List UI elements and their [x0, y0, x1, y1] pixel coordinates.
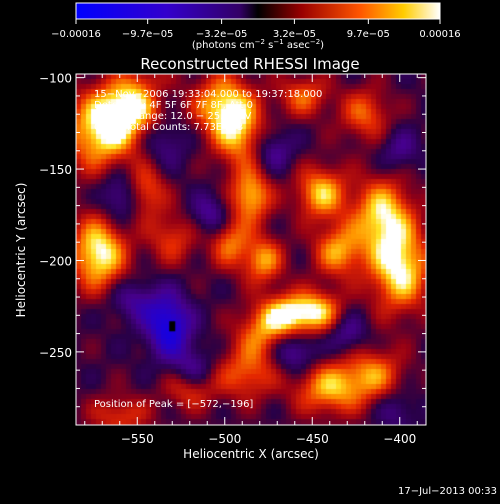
colorbar-tick-label: 3.2e−05	[273, 29, 316, 40]
colorbar-tick-label: −9.7e−05	[122, 29, 174, 40]
annotation-block: 15−Nov−2006 19:33:04.000 to 19:37:18.000…	[94, 89, 322, 133]
colorbar-unit-part: s	[265, 40, 273, 51]
colorbar-tick-label: −3.2e−05	[196, 29, 248, 40]
x-tick-label: −400	[383, 432, 416, 446]
y-tick-label: −250	[39, 346, 72, 360]
colorbar-unit: (photons cm−2 s−1 asec−2)	[192, 38, 324, 51]
colorbar-tick-label: 0.00016	[419, 29, 460, 40]
colorbar-unit-part: −1	[273, 38, 283, 46]
x-tick-label: −550	[121, 432, 154, 446]
y-tick-label: −150	[39, 163, 72, 177]
colorbar-ticks: −0.00016 −9.7e−05 −3.2e−05 3.2e−05 9.7e−05 0.…	[51, 19, 461, 40]
peak-position-label: Position of Peak = [−572,−196]	[94, 399, 253, 410]
colorbar-unit-part: )	[320, 40, 324, 51]
timestamp: 17−Jul−2013 00:33	[398, 486, 497, 497]
colorbar-unit-part: asec	[284, 40, 310, 51]
annotation-line: Clean Total Counts: 7.73E+03	[94, 122, 243, 133]
colorbar: −0.00016 −9.7e−05 −3.2e−05 3.2e−05 9.7e−05 0.…	[51, 2, 461, 51]
x-tick-label: −500	[208, 432, 241, 446]
colorbar-unit-part: −2	[310, 38, 320, 46]
colorbar-gradient	[75, 2, 441, 20]
y-tick-label: −200	[39, 254, 72, 268]
annotation-line: Detectors: 4F 5F 6F 7F 8F, Att 0	[94, 100, 253, 111]
colorbar-unit-part: (photons cm	[192, 40, 255, 51]
x-axis-label: Heliocentric X (arcsec)	[183, 447, 319, 461]
chart-title: Reconstructed RHESSI Image	[140, 55, 359, 73]
y-axis-label: Heliocentric Y (arcsec)	[14, 183, 28, 318]
plot-frame	[75, 73, 427, 426]
axes: −550 −500 −450 −400 −100 −150 −200 −250	[39, 72, 426, 446]
heatmap-container	[76, 74, 426, 425]
annotation-line: 15−Nov−2006 19:33:04.000 to 19:37:18.000	[94, 89, 322, 100]
y-tick-label: −100	[39, 72, 72, 86]
colorbar-tick-label: 9.7e−05	[347, 29, 390, 40]
colorbar-tick-label: −0.00016	[51, 29, 101, 40]
heatmap-image	[76, 74, 426, 425]
colorbar-unit-part: −2	[255, 38, 265, 46]
x-tick-label: −450	[296, 432, 329, 446]
annotation-line: Energy Range: 12.0 − 25.0 keV	[94, 111, 251, 122]
